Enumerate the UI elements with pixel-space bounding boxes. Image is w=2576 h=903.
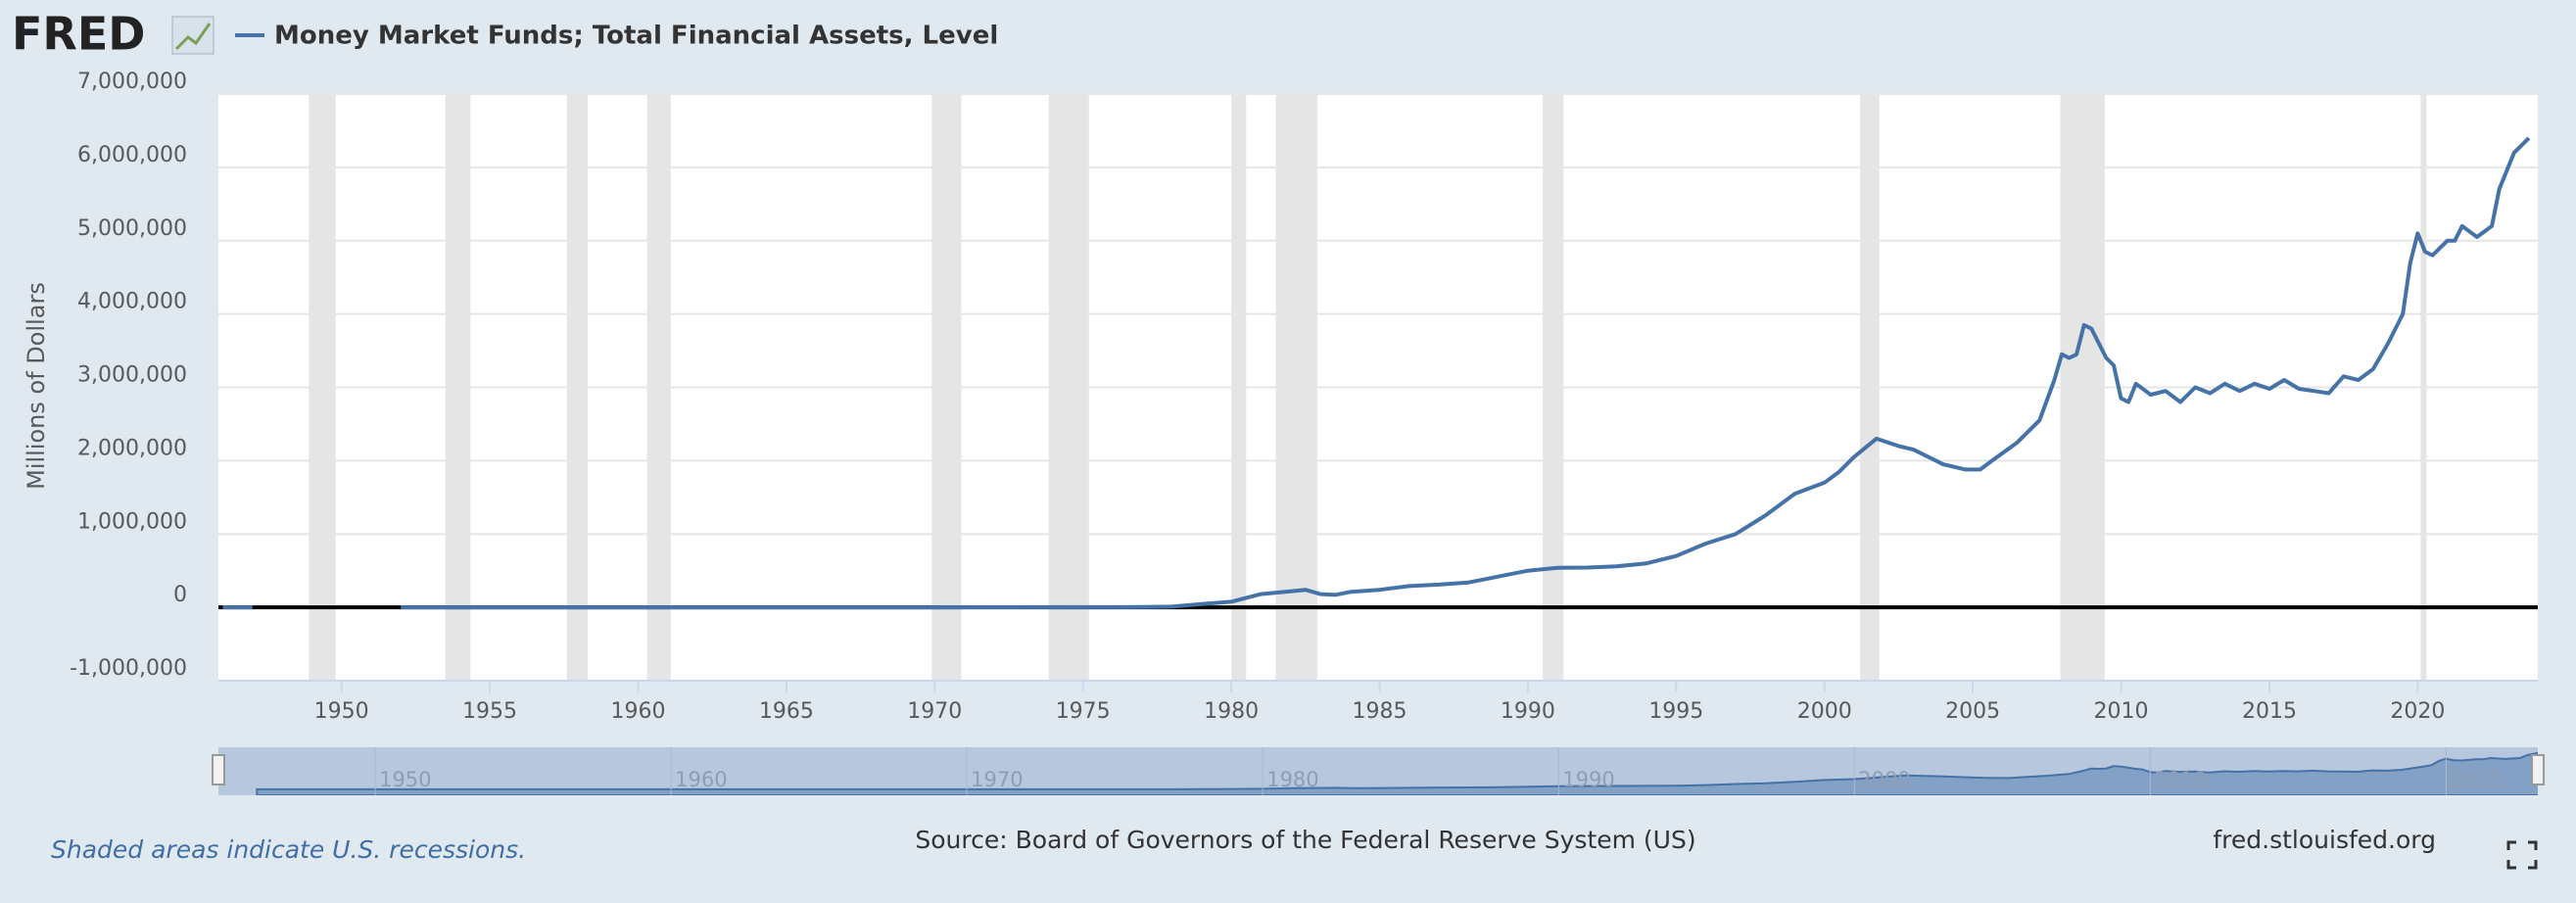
navigator-tick-label: 1990 bbox=[1562, 768, 1614, 791]
y-tick-label: 3,000,000 bbox=[77, 363, 187, 388]
navigator-tick-label: 2010 bbox=[2154, 768, 2206, 791]
legend-label: Money Market Funds; Total Financial Asse… bbox=[274, 22, 998, 51]
x-tick-label: 1975 bbox=[1056, 699, 1111, 724]
logo-icon-line bbox=[174, 23, 212, 51]
navigator-handle[interactable] bbox=[212, 754, 225, 785]
x-tick-label: 2005 bbox=[1945, 699, 2000, 724]
navigator-tick-label: 2020 bbox=[2450, 768, 2502, 791]
y-tick-label: 0 bbox=[173, 583, 187, 607]
fullscreen-button[interactable] bbox=[2506, 840, 2538, 870]
navigator-tick-label: 1970 bbox=[971, 768, 1023, 791]
navigator-series bbox=[256, 751, 2538, 795]
source: Source: Board of Governors of the Federa… bbox=[915, 826, 1695, 854]
x-tick-label: 1980 bbox=[1204, 699, 1259, 724]
x-tick-label: 1985 bbox=[1353, 699, 1407, 724]
navigator-area bbox=[256, 751, 2538, 795]
x-tick-label: 2015 bbox=[2242, 699, 2297, 724]
navigator-tick-label: 2000 bbox=[1858, 768, 1910, 791]
x-tick-label: 2010 bbox=[2094, 699, 2149, 724]
x-tick-label: 1970 bbox=[907, 699, 962, 724]
y-tick-label: 2,000,000 bbox=[77, 436, 187, 460]
series-line bbox=[222, 136, 2531, 610]
x-tick-label: 2020 bbox=[2390, 699, 2445, 724]
x-tick-label: 1955 bbox=[462, 699, 517, 724]
recession-note: Shaded areas indicate U.S. recessions. bbox=[51, 835, 526, 864]
y-tick-label: -1,000,000 bbox=[70, 656, 187, 681]
x-tick-label: 1990 bbox=[1501, 699, 1555, 724]
x-tick-label: 1965 bbox=[759, 699, 814, 724]
y-tick-label: 4,000,000 bbox=[77, 290, 187, 314]
navigator-tick-label: 1960 bbox=[675, 768, 727, 791]
x-tick-label: 1960 bbox=[610, 699, 665, 724]
y-tick-label: 7,000,000 bbox=[77, 70, 187, 94]
x-tick-label: 1950 bbox=[314, 699, 369, 724]
navigator-tick-label: 1950 bbox=[379, 768, 431, 791]
y-tick-label: 5,000,000 bbox=[77, 216, 187, 241]
x-tick-label: 2000 bbox=[1797, 699, 1852, 724]
logo: FRED bbox=[12, 8, 145, 61]
navigator-tick-label: 1980 bbox=[1266, 768, 1318, 791]
y-tick-label: 6,000,000 bbox=[77, 143, 187, 167]
x-tick-label: 1995 bbox=[1648, 699, 1703, 724]
navigator-handle[interactable] bbox=[2531, 754, 2545, 785]
y-tick-label: 1,000,000 bbox=[77, 509, 187, 534]
y-axis-label: Millions of Dollars bbox=[23, 282, 50, 490]
site-link[interactable]: fred.stlouisfed.org bbox=[2213, 826, 2436, 854]
